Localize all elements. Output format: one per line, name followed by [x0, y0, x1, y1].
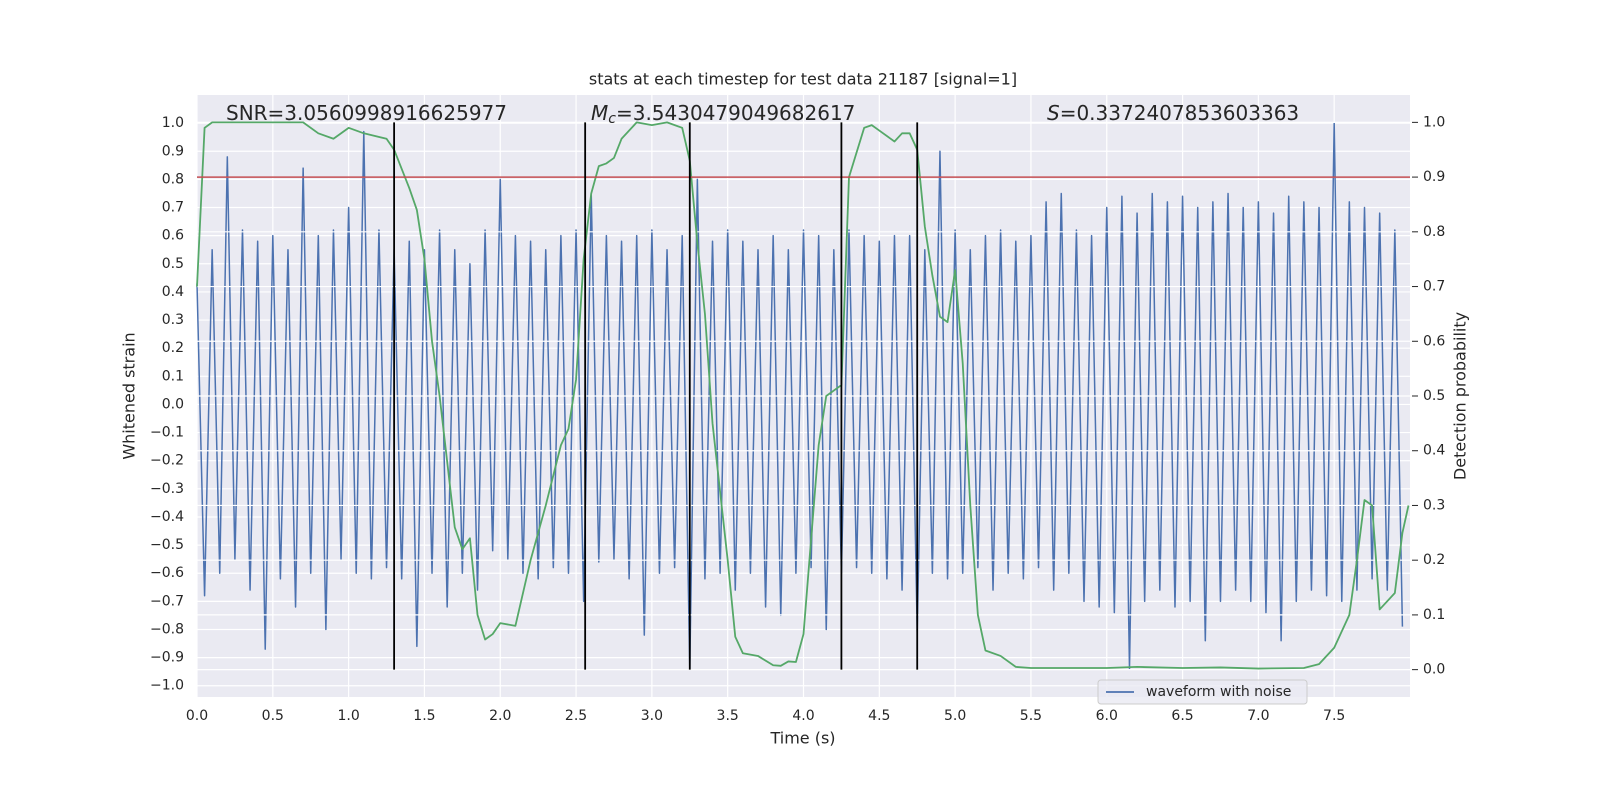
y2-tick-label: 0.3 [1423, 497, 1445, 513]
y-tick-label: −0.4 [150, 509, 184, 525]
annotation-text: =3.5430479049682617 [616, 101, 855, 125]
x-tick-label: 1.0 [337, 708, 359, 724]
y2-tick-label: 0.0 [1423, 662, 1445, 678]
y2-tick-label: 0.2 [1423, 552, 1445, 568]
annotation-text: =0.3372407853603363 [1060, 101, 1299, 125]
annotation: S=0.3372407853603363 [1047, 101, 1299, 125]
x-tick-label: 2.0 [489, 708, 511, 724]
y-tick-label: 0.9 [162, 143, 184, 159]
y-tick-label: −0.7 [150, 593, 184, 609]
overlay-layer [196, 121, 1410, 671]
annotation: SNR=3.0560998916625977 [226, 101, 507, 125]
y-tick-label: 0.0 [162, 396, 184, 412]
legend-label: waveform with noise [1146, 684, 1291, 700]
x-tick-label: 3.5 [717, 708, 739, 724]
x-tick-label: 7.0 [1247, 708, 1269, 724]
y-tick-label: −0.5 [150, 537, 184, 553]
y-tick-label: −0.3 [150, 481, 184, 497]
y2-tick-label: 0.8 [1423, 224, 1445, 240]
y-tick-label: 1.0 [162, 115, 184, 131]
y-tick-label: −0.9 [150, 650, 184, 666]
waveform-line [196, 122, 1404, 670]
x-axis-label: Time (s) [769, 729, 835, 748]
annotation-symbol: M [591, 101, 608, 125]
x-tick-label: 0.0 [186, 708, 208, 724]
y2-tick-label: 0.9 [1423, 169, 1445, 185]
y-tick-label: −0.8 [150, 621, 184, 637]
y-tick-label: 0.3 [162, 312, 184, 328]
annotation-symbol: S [1047, 101, 1060, 125]
chart-title: stats at each timestep for test data 211… [589, 70, 1017, 89]
annotation-subscript: c [608, 111, 616, 127]
annotation-text: SNR=3.0560998916625977 [226, 101, 507, 125]
x-tick-label: 4.5 [868, 708, 890, 724]
legend-box [1097, 679, 1308, 705]
y-tick-label: 0.5 [162, 256, 184, 272]
y-axis-label: Whitened strain [120, 332, 139, 459]
annotation: Mc=3.5430479049682617 [591, 101, 855, 128]
x-tick-label: 5.5 [1020, 708, 1042, 724]
y-tick-label: −0.6 [150, 565, 184, 581]
x-tick-label: 6.0 [1096, 708, 1118, 724]
y2-tick-label: 0.4 [1423, 443, 1445, 459]
x-tick-label: 6.5 [1171, 708, 1193, 724]
x-tick-label: 7.5 [1323, 708, 1345, 724]
x-tick-label: 4.0 [792, 708, 814, 724]
y2-tick-label: 0.6 [1423, 333, 1445, 349]
x-tick-label: 2.5 [565, 708, 587, 724]
y2-tick-label: 1.0 [1423, 114, 1445, 130]
y-tick-label: 0.6 [162, 228, 184, 244]
y-tick-label: −0.1 [150, 425, 184, 441]
x-tick-label: 0.5 [262, 708, 284, 724]
y2-tick-label: 0.5 [1423, 388, 1445, 404]
y-tick-label: 0.8 [162, 171, 184, 187]
x-tick-label: 5.0 [944, 708, 966, 724]
y2-axis-label: Detection probability [1451, 312, 1470, 480]
y-tick-label: 0.7 [162, 200, 184, 216]
y-tick-label: 0.4 [162, 284, 184, 300]
y2-tick-label: 0.7 [1423, 279, 1445, 295]
y-tick-label: 0.2 [162, 340, 184, 356]
y-tick-label: −1.0 [150, 678, 184, 694]
y2-tick-label: 0.1 [1423, 607, 1445, 623]
y-tick-label: 0.1 [162, 368, 184, 384]
x-tick-label: 1.5 [413, 708, 435, 724]
probability-line [196, 121, 1410, 670]
x-tick-label: 3.0 [641, 708, 663, 724]
y-tick-label: −0.2 [150, 453, 184, 469]
data-layer [196, 122, 1404, 670]
